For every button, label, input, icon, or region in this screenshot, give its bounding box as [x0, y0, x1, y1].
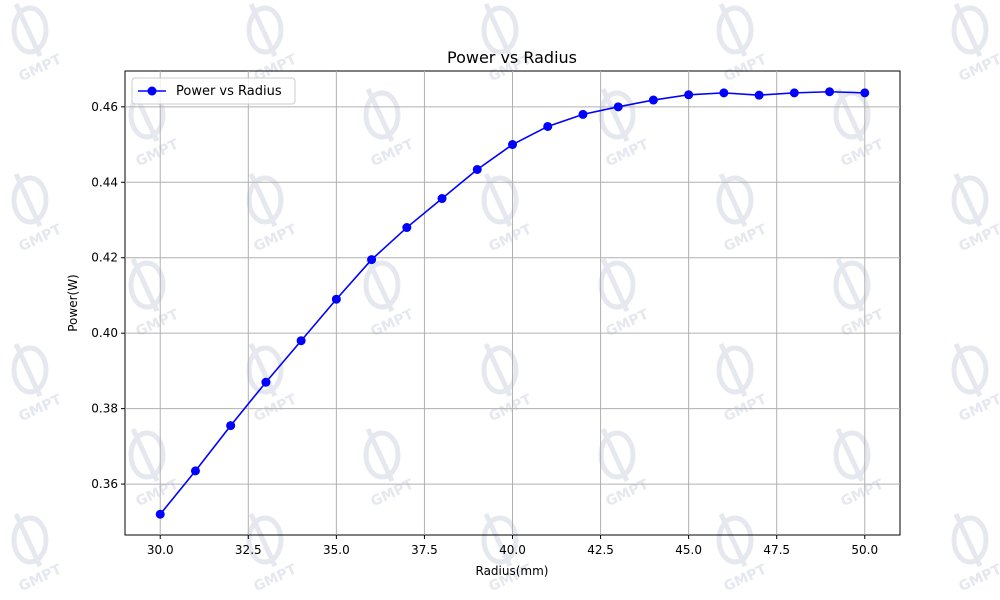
data-point	[543, 121, 553, 131]
watermark-text: GMPT	[603, 306, 651, 340]
x-tick-label: 32.5	[235, 543, 262, 557]
data-point	[226, 421, 236, 431]
watermark-text: GMPT	[368, 476, 416, 510]
x-tick-label: 45.0	[675, 543, 702, 557]
watermark-text: GMPT	[251, 561, 299, 595]
watermark-logo: GMPT	[598, 257, 652, 340]
y-tick-label: 0.38	[91, 402, 118, 416]
tick-layer: 30.0 32.5 35.0 37.5 40.0 42.5 45.0 47.5 50.0 0.36…	[91, 100, 878, 557]
watermark-logo: GMPT	[481, 2, 535, 85]
watermark-logo: GMPT	[481, 342, 535, 425]
watermark-text: GMPT	[16, 391, 64, 425]
x-tick-label: 50.0	[851, 543, 878, 557]
watermark-logo: GMPT	[11, 2, 65, 85]
data-point	[789, 88, 799, 98]
watermark-logo: GMPT	[951, 342, 1000, 425]
watermark-text: GMPT	[603, 136, 651, 170]
watermark-logo: GMPT	[833, 87, 887, 170]
watermark-text: GMPT	[133, 306, 181, 340]
data-point	[719, 88, 729, 98]
watermark-text: GMPT	[486, 221, 534, 255]
data-point	[296, 336, 306, 346]
legend-marker-sample	[147, 86, 157, 96]
watermark-logo: GMPT	[716, 2, 770, 85]
data-point	[437, 194, 447, 204]
data-point	[155, 509, 165, 519]
series-layer	[155, 87, 870, 519]
watermark-logo: GMPT	[716, 512, 770, 595]
x-tick-label: 30.0	[147, 543, 174, 557]
data-point	[190, 466, 200, 476]
watermark-text: GMPT	[603, 476, 651, 510]
y-axis-label: Power(W)	[66, 274, 80, 332]
y-tick-label: 0.40	[91, 326, 118, 340]
watermark-logo: GMPT	[598, 427, 652, 510]
chart-title: Power vs Radius	[447, 48, 577, 67]
watermark-text: GMPT	[251, 221, 299, 255]
watermark-logo: GMPT	[716, 172, 770, 255]
watermark-logo: GMPT	[11, 342, 65, 425]
watermark-logo: GMPT	[481, 172, 535, 255]
legend: Power vs Radius	[131, 77, 296, 105]
legend-box	[131, 77, 296, 105]
x-tick-label: 37.5	[411, 543, 438, 557]
y-tick-label: 0.46	[91, 100, 118, 114]
data-point	[508, 140, 517, 150]
data-point	[754, 90, 764, 100]
data-point	[613, 102, 623, 112]
x-tick-label: 35.0	[323, 543, 350, 557]
watermark-text: GMPT	[368, 306, 416, 340]
watermark-text: GMPT	[721, 221, 769, 255]
data-point	[860, 88, 870, 98]
watermark-logo: GMPT	[246, 172, 300, 255]
data-point	[472, 164, 482, 174]
watermark-text: GMPT	[16, 51, 64, 85]
watermark-text: GMPT	[133, 476, 181, 510]
data-point	[402, 223, 412, 233]
watermark-logo: GMPT	[363, 257, 417, 340]
watermark-logo: GMPT	[833, 257, 887, 340]
watermark-text: GMPT	[368, 136, 416, 170]
x-tick-label: 40.0	[499, 543, 526, 557]
y-tick-label: 0.42	[91, 251, 118, 265]
watermark-logo: GMPT	[951, 2, 1000, 85]
grid-layer	[125, 71, 900, 535]
watermark-logo: GMPT	[951, 172, 1000, 255]
y-tick-label: 0.44	[91, 175, 118, 189]
data-point	[578, 109, 588, 119]
watermark-logo: GMPT	[363, 427, 417, 510]
data-point	[684, 90, 694, 100]
data-point	[331, 294, 341, 304]
x-tick-label: 42.5	[587, 543, 614, 557]
watermark-text: GMPT	[16, 561, 64, 595]
data-point	[367, 255, 377, 265]
watermark-text: GMPT	[838, 136, 886, 170]
watermark-logo: GMPT	[128, 257, 182, 340]
data-point	[261, 377, 271, 387]
watermark-text: GMPT	[838, 306, 886, 340]
watermark-text: GMPT	[16, 221, 64, 255]
watermark-text: GMPT	[721, 51, 769, 85]
watermark-text: GMPT	[721, 561, 769, 595]
watermark-logo: GMPT	[11, 172, 65, 255]
x-tick-label: 47.5	[763, 543, 790, 557]
x-axis-label: Radius(mm)	[476, 564, 549, 578]
watermark-logo: GMPT	[246, 342, 300, 425]
watermark-logo: GMPT	[716, 342, 770, 425]
watermark-logo: GMPT	[363, 87, 417, 170]
data-point	[648, 95, 658, 105]
watermark-logo: GMPT	[833, 427, 887, 510]
y-tick-label: 0.36	[91, 477, 118, 491]
watermark-text: GMPT	[838, 476, 886, 510]
data-point	[825, 87, 835, 97]
legend-entry-label: Power vs Radius	[176, 84, 282, 99]
watermark-text: GMPT	[133, 136, 181, 170]
watermark-logo: GMPT	[951, 512, 1000, 595]
watermark-logo: GMPT	[11, 512, 65, 595]
watermark-logo: GMPT	[246, 2, 300, 85]
